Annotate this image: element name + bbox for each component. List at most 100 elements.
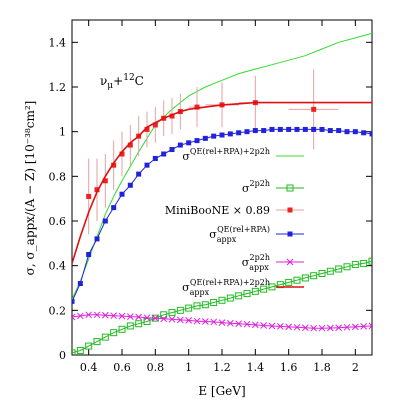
data-point [72, 298, 75, 304]
data-point [161, 151, 167, 157]
y-tick-label: 0.4 [49, 260, 67, 273]
data-point [93, 338, 101, 346]
data-point [176, 306, 184, 314]
data-point [360, 323, 368, 330]
data-point [336, 128, 342, 134]
data-point [76, 312, 84, 320]
data-point [261, 128, 267, 134]
data-point [310, 324, 318, 332]
data-point [326, 267, 334, 275]
y-axis-label: σ, σ_appx/(A − Z) [10⁻³⁸cm²] [23, 101, 37, 276]
x-tick-label: 0.6 [113, 361, 131, 374]
data-point [211, 133, 217, 139]
data-point [94, 236, 100, 242]
series-line [72, 101, 372, 264]
legend-swatch-marker [287, 207, 293, 213]
legend-label-twop2h: σ2p2h [242, 179, 270, 195]
data-point [144, 162, 150, 168]
axis-ticks: 0.4 0.6 0.8 1 1.2 1.4 1.6 1.8 2 0 0.2 0.4 0.6 0.8 1 1.2… [49, 20, 372, 374]
data-point [236, 130, 242, 136]
legend-swatch-marker [286, 184, 294, 192]
legend: σQE(rel+RPA)+2p2h σ2p2h MiniBooNE × 0.89 σa… [165, 147, 304, 297]
data-point [251, 321, 259, 329]
series-line [72, 314, 372, 329]
data-point [294, 126, 300, 132]
data-point [327, 128, 333, 134]
data-point [269, 126, 275, 132]
data-point [285, 278, 293, 286]
data-point [210, 318, 218, 326]
data-point [343, 323, 351, 331]
y-tick-label: 1 [59, 126, 66, 139]
data-point [210, 299, 218, 307]
data-point [201, 318, 209, 325]
data-point [243, 290, 251, 298]
data-point [185, 304, 193, 312]
data-point [72, 349, 76, 355]
data-point [218, 319, 226, 326]
data-point [351, 261, 359, 269]
data-point [160, 315, 168, 323]
x-tick-label: 1.4 [247, 361, 265, 374]
data-point [76, 347, 84, 355]
data-point [168, 309, 176, 317]
data-point [101, 311, 109, 319]
data-point [126, 322, 134, 330]
data-point [218, 296, 226, 304]
data-point [86, 193, 92, 199]
legend-swatch-marker [287, 231, 293, 237]
data-point [244, 129, 250, 135]
data-point [176, 316, 184, 324]
data-point [201, 301, 209, 309]
data-point [318, 269, 326, 277]
data-point [344, 129, 350, 135]
data-point [135, 313, 143, 321]
data-point [111, 205, 117, 211]
data-point [310, 272, 318, 280]
data-point [277, 126, 283, 132]
data-point [185, 317, 193, 324]
legend-label-qe_appx: σappxQE(rel+RPA) [209, 225, 270, 244]
x-tick-label: 1.6 [280, 361, 298, 374]
data-point [251, 287, 259, 295]
data-point [226, 319, 234, 327]
data-point [235, 292, 243, 300]
data-point [101, 333, 109, 341]
data-point [193, 302, 201, 310]
y-tick-label: 1.2 [49, 81, 67, 94]
data-point [119, 191, 125, 197]
data-point [194, 138, 200, 144]
data-point [268, 322, 276, 330]
data-point [252, 128, 258, 134]
data-point [311, 126, 317, 132]
plot-frame [71, 19, 373, 356]
data-point [286, 126, 292, 132]
data-point [86, 252, 92, 257]
data-point [219, 132, 225, 138]
data-point [235, 320, 243, 328]
data-point [72, 313, 76, 321]
data-point [352, 129, 358, 135]
data-point [311, 106, 317, 112]
y-tick-label: 0 [59, 349, 66, 362]
legend-label-miniboone: MiniBooNE × 0.89 [165, 204, 270, 217]
data-point [85, 342, 93, 350]
y-tick-label: 0.2 [49, 304, 67, 317]
data-point [85, 311, 93, 319]
series-twop2h_appx [72, 311, 372, 332]
data-point [202, 135, 208, 141]
x-tick-label: 1 [185, 361, 192, 374]
data-point [285, 323, 293, 331]
legend-label-qe_total: σQE(rel+RPA)+2p2h [182, 147, 270, 163]
series-qe_appx [72, 126, 372, 304]
data-point [319, 126, 325, 132]
data-point [118, 325, 126, 333]
data-point [343, 263, 351, 271]
series-layer [72, 32, 372, 355]
x-tick-label: 2 [352, 361, 359, 374]
data-point [361, 130, 367, 136]
data-point [110, 329, 118, 337]
data-point [335, 265, 343, 273]
data-point [368, 257, 372, 265]
